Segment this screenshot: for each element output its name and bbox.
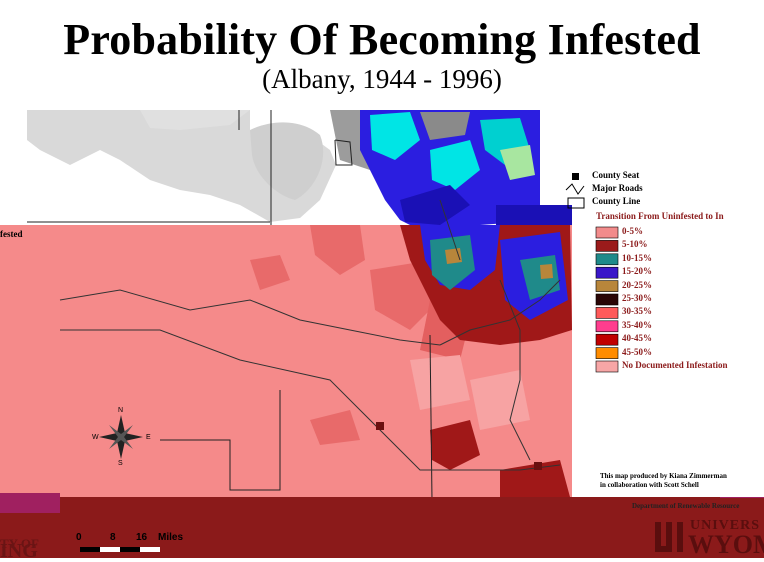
legend-road-symbol bbox=[565, 183, 585, 195]
grey-patch-4 bbox=[140, 110, 250, 130]
scale-max-label: 16 bbox=[136, 532, 148, 543]
legend-class-label: 5-10% bbox=[622, 239, 648, 250]
legend-class-label: 10-15% bbox=[622, 252, 652, 263]
county-seat-marker-2 bbox=[534, 462, 542, 470]
legend-swatch bbox=[595, 266, 619, 279]
legend-heading: Transition From Uninfested to In bbox=[596, 211, 724, 221]
legend-swatch bbox=[595, 347, 619, 359]
compass-w-label: W bbox=[92, 434, 99, 441]
side-fragment-label: fested bbox=[0, 229, 23, 239]
scale-unit-label: Miles bbox=[158, 532, 184, 543]
pink-light-patch-1 bbox=[410, 355, 470, 410]
university-right-top: UNIVERS bbox=[690, 518, 761, 533]
legend-class-label: 40-45% bbox=[622, 333, 652, 344]
legend-class-label: 30-35% bbox=[622, 306, 652, 317]
map-subtitle: (Albany, 1944 - 1996) bbox=[262, 64, 502, 94]
cluster-grey-inset bbox=[420, 112, 470, 140]
pink-dark-patch-5 bbox=[310, 410, 360, 445]
legend-swatch bbox=[595, 293, 619, 306]
legend-class-label: 15-20% bbox=[622, 266, 652, 277]
compass-rose bbox=[99, 415, 143, 459]
legend-swatch bbox=[595, 226, 619, 239]
credit-line-2: in collaboration with Scott Schell bbox=[600, 481, 699, 489]
legend-swatches bbox=[595, 226, 619, 373]
compass-n-label: N bbox=[118, 407, 124, 414]
legend-county-seat-label: County Seat bbox=[592, 170, 640, 180]
legend-class-label: No Documented Infestation bbox=[622, 360, 728, 370]
infest-gold-2 bbox=[540, 264, 553, 279]
scale-bar bbox=[80, 547, 160, 552]
infest-darkred-bottom bbox=[430, 420, 480, 470]
cluster-green bbox=[500, 145, 535, 180]
cluster-cyan-2 bbox=[430, 140, 480, 190]
university-right-bottom: WYOM bbox=[688, 530, 764, 559]
infest-gold bbox=[445, 248, 462, 264]
scale-mid-label: 8 bbox=[110, 532, 116, 543]
grey-patch-2 bbox=[250, 122, 324, 200]
compass-e-label: E bbox=[146, 434, 151, 441]
cluster-cyan-1 bbox=[370, 112, 420, 160]
legend-swatch bbox=[595, 307, 619, 319]
pink-light-patch-2 bbox=[470, 370, 530, 430]
legend-swatch bbox=[595, 280, 619, 292]
university-logo-mark bbox=[655, 522, 683, 552]
legend-county-line-symbol bbox=[567, 197, 585, 209]
legend-class-label: 35-40% bbox=[622, 319, 652, 330]
legend-swatch bbox=[595, 360, 619, 373]
compass-s-label: S bbox=[118, 460, 123, 467]
legend-class-label: 20-25% bbox=[622, 279, 652, 290]
bottom-band-left-stripe bbox=[0, 493, 60, 513]
infest-darkred-bottom-2 bbox=[500, 460, 570, 497]
county-seat-marker bbox=[376, 422, 384, 430]
legend-class-label: 45-50% bbox=[622, 346, 652, 357]
legend-county-seat-symbol bbox=[572, 173, 579, 180]
legend-class-label: 0-5% bbox=[622, 226, 643, 236]
scale-zero-label: 0 bbox=[76, 532, 82, 543]
pink-dark-patch-4 bbox=[250, 255, 290, 290]
credit-line-1: This map produced by Kiana Zimmerman bbox=[600, 472, 727, 480]
legend-county-line-label: County Line bbox=[592, 196, 641, 206]
legend-swatch bbox=[595, 333, 619, 346]
legend-class-label: 25-30% bbox=[622, 293, 652, 303]
university-left-bottom: ING bbox=[0, 540, 38, 562]
legend-major-roads-label: Major Roads bbox=[592, 183, 643, 193]
legend-swatch bbox=[595, 240, 619, 252]
legend-cluster-strip bbox=[496, 205, 572, 225]
pink-dark-patch-1 bbox=[310, 225, 365, 275]
legend-swatch bbox=[595, 253, 619, 266]
cluster-blue-dark bbox=[400, 185, 470, 225]
university-left-top: TY OF bbox=[0, 536, 39, 551]
legend-swatch bbox=[595, 320, 619, 333]
map-title: Probability Of Becoming Infested bbox=[63, 15, 701, 64]
credit-line-3: Department of Renewable Resource bbox=[632, 502, 740, 510]
